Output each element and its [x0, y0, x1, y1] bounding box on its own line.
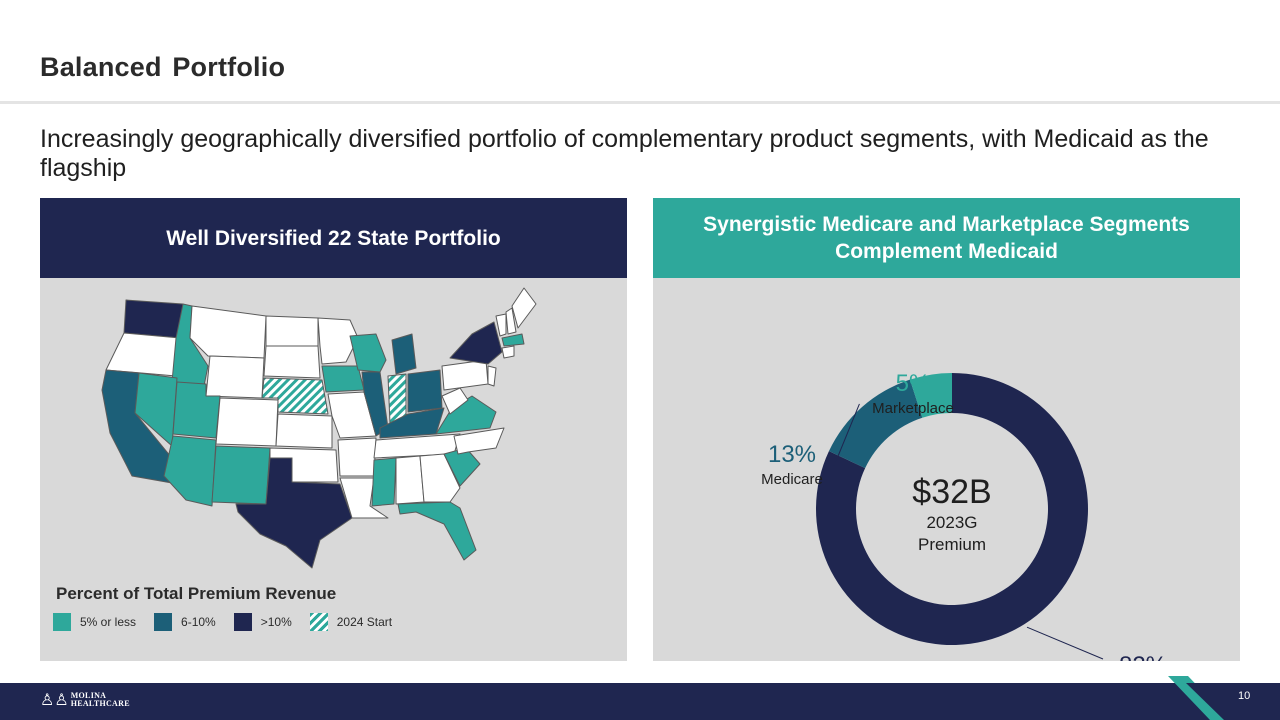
slide-title: Balanced Portfolio — [40, 52, 286, 82]
state-portfolio-panel: Well Diversified 22 State Portfolio — [40, 198, 627, 661]
slice-percent-marketplace: 5% — [896, 370, 931, 397]
legend-item-high: >10% — [233, 613, 292, 631]
legend-label: 5% or less — [80, 615, 137, 629]
map-state-ut — [172, 381, 221, 439]
state-portfolio-header: Well Diversified 22 State Portfolio — [40, 198, 627, 278]
map-state-mt — [189, 305, 267, 359]
map-state-nd — [265, 315, 319, 347]
map-state-ny — [449, 321, 503, 365]
legend-swatch-hatch — [309, 613, 328, 631]
map-state-pa — [441, 359, 489, 391]
map-state-me — [511, 287, 537, 329]
map-state-la — [339, 477, 389, 519]
map-state-ne — [261, 377, 329, 415]
map-state-fl — [397, 501, 477, 561]
donut-center-value: $32B — [912, 473, 991, 511]
map-state-tx — [235, 457, 353, 569]
map-state-nm — [211, 445, 271, 505]
company-logo: ♙♙ MOLINA HEALTHCARE — [40, 690, 130, 710]
logo-line-2: HEALTHCARE — [70, 699, 130, 708]
map-state-co — [215, 397, 279, 447]
map-state-nj — [487, 365, 497, 387]
map-state-nc — [453, 427, 505, 455]
map-state-wv — [441, 387, 469, 415]
map-state-az — [163, 435, 217, 507]
map-state-ma — [501, 333, 525, 347]
map-state-mn — [317, 317, 359, 365]
slice-name-medicare: Medicare — [761, 471, 823, 488]
title-divider — [0, 101, 1280, 104]
donut-center-label-2: Premium — [918, 535, 986, 554]
legend-title: Percent of Total Premium Revenue — [56, 584, 337, 603]
map-state-ms — [371, 457, 397, 507]
map-state-wa — [123, 299, 184, 339]
legend-item-low: 5% or less — [53, 613, 136, 631]
legend-label: 6-10% — [181, 615, 216, 629]
leader-line-medicaid — [1026, 626, 1104, 660]
slice-name-marketplace: Marketplace — [872, 400, 954, 417]
donut-slice-marketplace — [909, 373, 952, 418]
map-state-vt — [495, 313, 507, 337]
segments-header: Synergistic Medicare and Marketplace Seg… — [653, 198, 1240, 278]
logo-line-1: MOLINA — [70, 691, 107, 700]
legend-swatch-teal — [53, 613, 71, 631]
map-legend: 5% or less 6-10% >10% 2024 Start — [53, 613, 410, 631]
map-state-mi — [391, 333, 417, 375]
map-state-sd — [263, 345, 321, 379]
map-state-nh — [505, 307, 517, 335]
legend-item-mid: 6-10% — [154, 613, 216, 631]
map-state-oh — [407, 369, 443, 413]
legend-label: >10% — [260, 615, 292, 629]
slide-subtitle: Increasingly geographically diversified … — [40, 125, 1209, 182]
state-map-area: Percent of Total Premium Revenue 5% or l… — [40, 278, 627, 661]
slice-percent-medicare: 13% — [768, 441, 816, 468]
donut-slice-medicare — [828, 379, 923, 469]
slice-percent-medicaid: 82% — [1119, 652, 1167, 661]
footer-accent-shape — [1168, 676, 1280, 720]
legend-item-2024-start: 2024 Start — [309, 613, 393, 631]
map-state-mo — [327, 391, 377, 439]
footer-bar — [0, 683, 1280, 720]
map-state-ky — [379, 407, 445, 439]
map-state-wi — [349, 333, 387, 373]
legend-swatch-blue — [154, 613, 173, 631]
map-state-ga — [419, 453, 461, 503]
legend-label: 2024 Start — [336, 615, 393, 629]
segments-panel: Synergistic Medicare and Marketplace Seg… — [653, 198, 1240, 699]
us-states-map — [101, 287, 537, 569]
map-state-or — [105, 332, 181, 377]
page-number: 10 — [1238, 690, 1251, 702]
map-state-al — [395, 455, 425, 505]
map-state-ks — [275, 413, 333, 449]
donut-center-label-1: 2023G — [926, 513, 977, 532]
leader-line-medicare — [833, 403, 860, 467]
donut-slice-medicaid — [816, 373, 1088, 645]
legend-swatch-navy — [233, 613, 252, 631]
map-state-ct — [501, 345, 515, 359]
map-state-wy — [205, 355, 265, 399]
people-icon: ♙♙ — [40, 692, 69, 709]
map-state-ar — [337, 437, 377, 477]
